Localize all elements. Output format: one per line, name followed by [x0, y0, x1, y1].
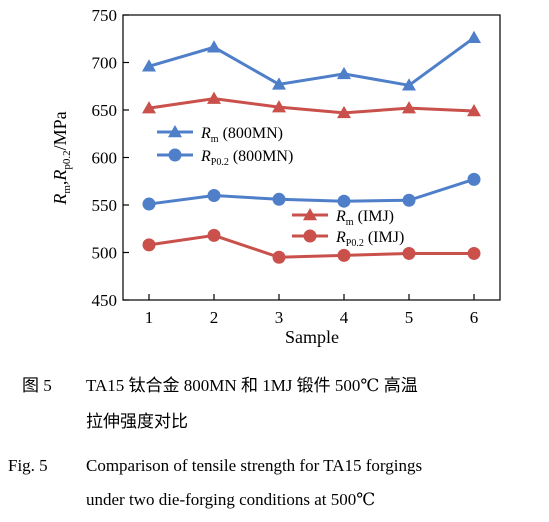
caption-en-label: Fig. 5	[8, 456, 48, 475]
legend-marker	[303, 229, 317, 243]
series-line	[148, 233, 474, 259]
series-line	[148, 177, 475, 206]
series-2	[142, 172, 481, 211]
data-point	[337, 194, 351, 208]
y-tick-label: 750	[92, 6, 118, 25]
series-line	[148, 97, 475, 115]
data-point	[272, 100, 286, 113]
x-tick-label: 1	[145, 308, 154, 327]
y-tick-label: 650	[92, 101, 118, 120]
data-point	[207, 91, 221, 104]
legend-entry-3: Rm (IMJ)	[292, 208, 394, 228]
data-point	[467, 103, 481, 117]
caption-en-line1: Comparison of tensile strength for TA15 …	[86, 456, 423, 475]
legend: Rm (800MN) RP0.2 (800MN) Rm (IMJ)RP0.2 (IM…	[157, 125, 404, 249]
data-point	[142, 238, 156, 252]
caption-en-line2: under two die-forging conditions at 500℃	[86, 490, 376, 509]
y-tick-label: 450	[92, 291, 118, 310]
legend-marker	[303, 208, 317, 221]
legend-label: Rm (800MN)	[200, 125, 283, 145]
data-point	[207, 228, 221, 242]
series-layer	[142, 30, 481, 264]
y-tick-label: 550	[92, 196, 118, 215]
y-axis-label: Rm,Rp0.2/MPa	[50, 111, 73, 205]
series-1	[142, 30, 481, 91]
caption-cn-line1: TA15 钛合金 800MN 和 1MJ 锻件 500℃ 高温	[86, 376, 418, 395]
data-point	[142, 59, 156, 72]
x-tick-label: 2	[210, 308, 219, 327]
x-tick-label: 4	[340, 308, 349, 327]
legend-marker	[168, 125, 182, 138]
y-axis: 450 500 550 600 650 700 750	[92, 6, 129, 310]
data-point	[337, 66, 351, 80]
data-point	[467, 30, 481, 44]
data-point	[272, 192, 286, 206]
data-point	[402, 193, 416, 207]
data-point	[467, 246, 481, 260]
series-3	[142, 91, 481, 119]
x-tick-label: 6	[470, 308, 479, 327]
data-point	[207, 189, 221, 202]
legend-label: RP0.2 (800MN)	[200, 148, 293, 168]
legend-marker	[168, 148, 182, 162]
data-point	[402, 246, 416, 260]
x-axis: 1 2 3 4 5 6	[145, 294, 479, 327]
x-axis-label: Sample	[285, 327, 339, 347]
x-tick-label: 5	[405, 308, 414, 327]
y-tick-label: 700	[92, 54, 118, 73]
legend-entry-4: RP0.2 (IMJ)	[292, 229, 404, 249]
y-tick-label: 600	[92, 149, 118, 168]
figure-caption: 图 5 TA15 钛合金 800MN 和 1MJ 锻件 500℃ 高温 拉伸强度…	[0, 372, 549, 522]
legend-label: Rm (IMJ)	[335, 208, 394, 228]
x-tick-label: 3	[275, 308, 284, 327]
legend-entry-2: RP0.2 (800MN)	[157, 148, 293, 168]
data-point	[402, 78, 416, 91]
data-point	[402, 101, 416, 114]
caption-cn-line2: 拉伸强度对比	[86, 412, 188, 431]
legend-label: RP0.2 (IMJ)	[335, 229, 404, 249]
legend-entry-1: Rm (800MN)	[157, 125, 283, 145]
caption-cn-label: 图 5	[22, 376, 52, 395]
series-4	[142, 228, 481, 264]
data-point	[337, 248, 351, 262]
data-point	[207, 40, 221, 53]
data-point	[142, 197, 156, 211]
data-point	[272, 250, 286, 264]
y-tick-label: 500	[92, 244, 118, 263]
series-line	[148, 36, 475, 87]
data-point	[467, 172, 481, 186]
data-point	[272, 77, 286, 90]
data-point	[337, 105, 351, 119]
data-point	[142, 101, 156, 114]
